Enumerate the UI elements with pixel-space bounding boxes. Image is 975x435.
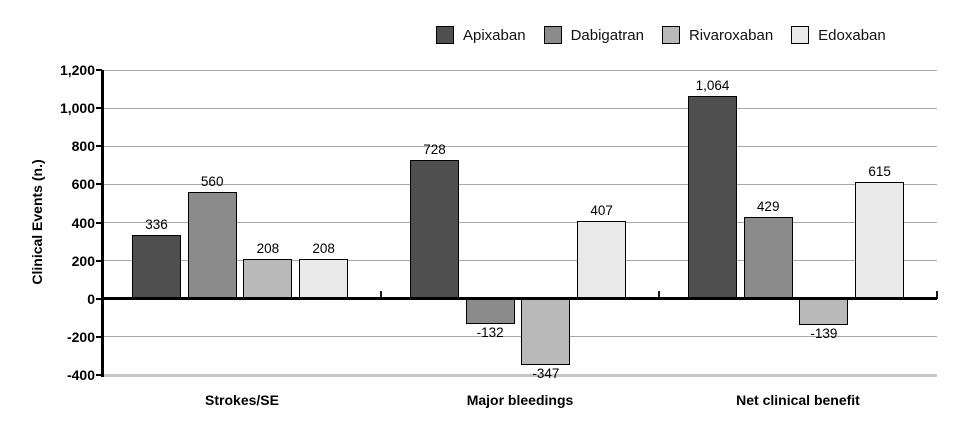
legend-swatch-icon <box>661 26 680 44</box>
gridline <box>103 145 937 147</box>
bar-value-label: 407 <box>590 203 613 219</box>
bar-value-label: -347 <box>532 365 560 381</box>
y-tick-label: -200 <box>66 328 95 345</box>
bar-value-label: 429 <box>756 198 780 214</box>
bar-value-label: 208 <box>312 241 335 257</box>
y-tick-label: 800 <box>71 138 95 155</box>
y-axis-tick <box>96 335 102 338</box>
legend-swatch-icon <box>543 26 562 44</box>
y-tick-label: 0 <box>87 290 95 307</box>
bar-edoxaban-1 <box>299 259 349 299</box>
legend-label: Apixaban <box>463 26 526 44</box>
y-tick-label: 1,200 <box>59 62 95 78</box>
bar-value-label: 208 <box>256 241 280 257</box>
legend-item-dabigatran: Dabigatran <box>543 26 644 44</box>
legend-label: Dabigatran <box>570 26 644 44</box>
category-axis-tick <box>936 290 938 299</box>
y-tick-label: 400 <box>71 214 95 231</box>
category-label: Major bleedings <box>466 392 574 408</box>
y-axis-tick <box>96 69 102 71</box>
bar-apixaban-3 <box>688 95 737 299</box>
bar-value-label: -132 <box>476 324 504 340</box>
category-label: Strokes/SE <box>205 392 279 408</box>
y-axis-tick <box>96 107 102 110</box>
bar-value-label: 615 <box>868 163 891 179</box>
legend-label: Rivaroxaban <box>688 26 774 44</box>
category-axis-tick <box>380 290 382 299</box>
y-axis-line <box>101 70 104 377</box>
bar-dabigatran-3 <box>743 216 793 299</box>
bar-value-label: 728 <box>423 141 446 157</box>
gridline <box>103 336 937 338</box>
zero-axis-line <box>103 297 937 301</box>
y-axis-tick <box>96 221 102 224</box>
y-tick-label: 600 <box>71 176 95 193</box>
legend-item-apixaban: Apixaban <box>436 26 526 44</box>
y-tick-label: 1,000 <box>59 100 95 117</box>
bar-value-label: 336 <box>145 216 168 232</box>
gridline <box>103 260 937 262</box>
y-axis-tick <box>96 374 102 376</box>
chart-legend: Apixaban Dabigatran Rivaroxaban Edoxaban <box>436 26 886 44</box>
bar-rivaroxaban-1 <box>243 259 293 299</box>
y-axis-tick <box>96 297 102 300</box>
bar-edoxaban-3 <box>855 181 905 299</box>
bar-apixaban-2 <box>410 159 459 299</box>
gridline <box>103 107 937 109</box>
category-label: Net clinical benefit <box>736 392 860 408</box>
gridline <box>103 222 937 223</box>
bar-value-label: 560 <box>200 174 224 189</box>
gridline <box>103 183 937 185</box>
legend-label: Edoxaban <box>818 26 886 44</box>
bar-rivaroxaban-3 <box>799 298 849 326</box>
legend-item-edoxaban: Edoxaban <box>791 26 886 44</box>
y-axis-tick <box>96 145 102 148</box>
y-tick-label: -400 <box>66 367 95 383</box>
bar-rivaroxaban-2 <box>521 298 571 365</box>
bar-apixaban-1 <box>132 234 181 299</box>
legend-swatch-icon <box>791 26 810 44</box>
bar-dabigatran-2 <box>465 298 515 324</box>
bar-value-label: -139 <box>810 326 838 342</box>
gridline <box>103 69 937 71</box>
y-tick-label: 200 <box>71 252 95 269</box>
category-axis-tick <box>658 290 660 299</box>
bar-value-label: 1,064 <box>695 77 730 93</box>
legend-swatch-icon <box>436 26 454 44</box>
legend-item-rivaroxaban: Rivaroxaban <box>661 26 774 44</box>
plot-bottom-border <box>103 374 937 377</box>
bar-edoxaban-2 <box>577 221 627 299</box>
y-axis-tick <box>96 259 102 262</box>
y-axis-tick <box>96 183 102 186</box>
